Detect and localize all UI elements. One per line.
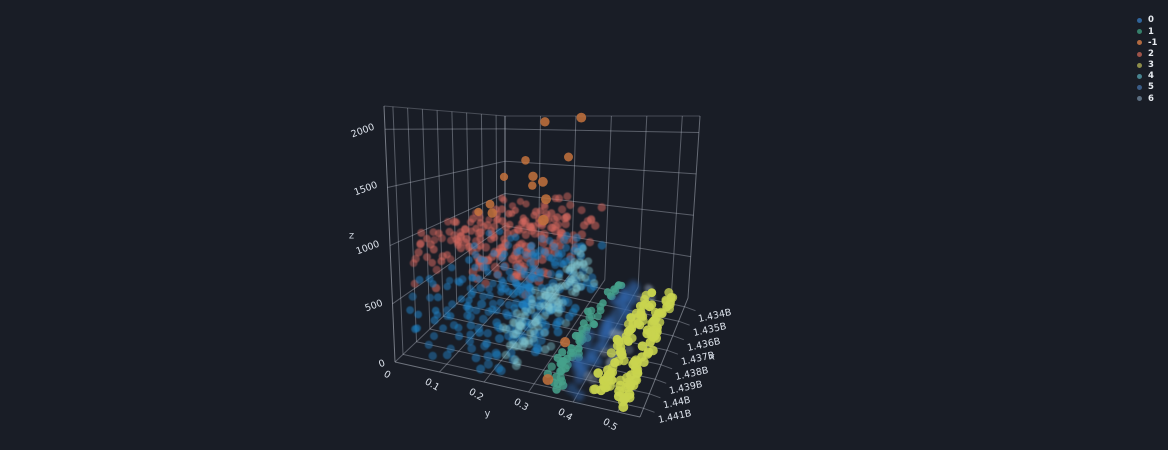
legend-item-label: -1 bbox=[1148, 37, 1158, 48]
legend-swatch bbox=[1137, 74, 1142, 80]
series-3-points bbox=[589, 288, 678, 412]
legend-swatch bbox=[1137, 85, 1142, 91]
legend-swatch bbox=[1137, 62, 1142, 68]
legend[interactable]: 0 1 -1 2 3 4 5 6 bbox=[1131, 15, 1157, 105]
legend-swatch bbox=[1137, 40, 1142, 46]
legend-item-4[interactable]: 4 bbox=[1131, 71, 1157, 82]
legend-swatch bbox=[1137, 96, 1142, 102]
legend-item-2[interactable]: 2 bbox=[1131, 49, 1157, 60]
series-2-points bbox=[409, 192, 606, 300]
legend-item-label: 6 bbox=[1148, 93, 1154, 104]
series-1-points bbox=[543, 281, 626, 394]
legend-swatch bbox=[1137, 51, 1142, 57]
legend-item--1[interactable]: -1 bbox=[1131, 37, 1157, 48]
series--1-points bbox=[474, 112, 587, 385]
legend-item-5[interactable]: 5 bbox=[1131, 82, 1157, 93]
series-4-points bbox=[498, 244, 599, 371]
legend-swatch bbox=[1137, 18, 1142, 24]
legend-item-label: 5 bbox=[1148, 82, 1154, 93]
legend-item-6[interactable]: 6 bbox=[1131, 93, 1157, 104]
legend-item-label: 0 bbox=[1148, 15, 1154, 26]
legend-swatch bbox=[1137, 29, 1142, 35]
legend-item-3[interactable]: 3 bbox=[1131, 60, 1157, 71]
legend-item-label: 2 bbox=[1148, 48, 1154, 59]
legend-item-label: 4 bbox=[1148, 71, 1154, 82]
legend-item-1[interactable]: 1 bbox=[1131, 26, 1157, 37]
legend-item-label: 3 bbox=[1148, 60, 1154, 71]
legend-item-0[interactable]: 0 bbox=[1131, 15, 1157, 26]
legend-item-label: 1 bbox=[1148, 26, 1154, 37]
